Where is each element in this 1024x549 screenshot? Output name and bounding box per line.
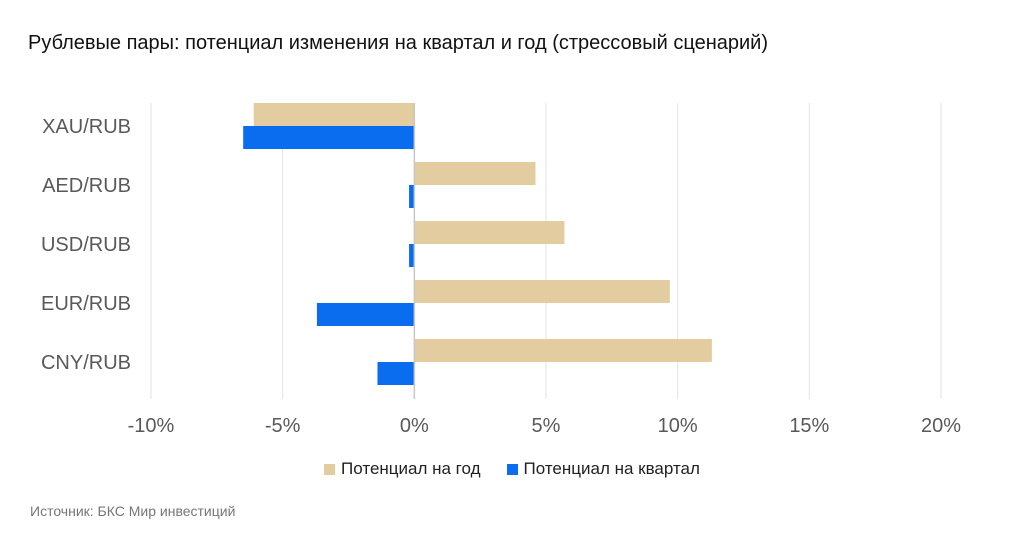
x-tick-label: 0% (400, 415, 429, 437)
source-note: Источник: БКС Мир инвестиций (30, 503, 236, 519)
x-tick-label: 10% (658, 415, 698, 437)
legend-swatch-year (324, 463, 336, 475)
bar-quarter-xau-rub (243, 126, 415, 149)
bar-year-cny-rub (414, 339, 712, 362)
bar-year-aed-rub (414, 162, 536, 185)
bar-quarter-aed-rub (409, 185, 415, 208)
bar-quarter-cny-rub (377, 362, 415, 385)
category-label: XAU/RUB (42, 116, 131, 138)
bar-quarter-eur-rub (316, 303, 415, 326)
x-tick-label: 5% (532, 415, 561, 437)
x-tick-label: -5% (265, 415, 301, 437)
category-label: CNY/RUB (41, 352, 131, 374)
category-label: AED/RUB (42, 175, 131, 197)
category-label: USD/RUB (41, 234, 131, 256)
legend-label-year: Потенциал на год (341, 459, 481, 478)
legend-label-quarter: Потенциал на квартал (523, 459, 700, 478)
x-tick-label: -10% (128, 415, 175, 437)
x-tick-label: 20% (921, 415, 961, 437)
bar-year-usd-rub (414, 221, 565, 244)
legend-item-quarter: Потенциал на квартал (506, 459, 700, 479)
legend: Потенциал на год Потенциал на квартал (0, 459, 1024, 479)
chart-title: Рублевые пары: потенциал изменения на кв… (28, 32, 768, 54)
bar-year-xau-rub (253, 103, 415, 126)
legend-swatch-quarter (506, 463, 518, 475)
bar-quarter-usd-rub (409, 244, 415, 267)
x-tick-label: 15% (789, 415, 829, 437)
bar-year-eur-rub (414, 280, 670, 303)
category-label: EUR/RUB (41, 293, 131, 315)
legend-item-year: Потенциал на год (324, 459, 481, 479)
